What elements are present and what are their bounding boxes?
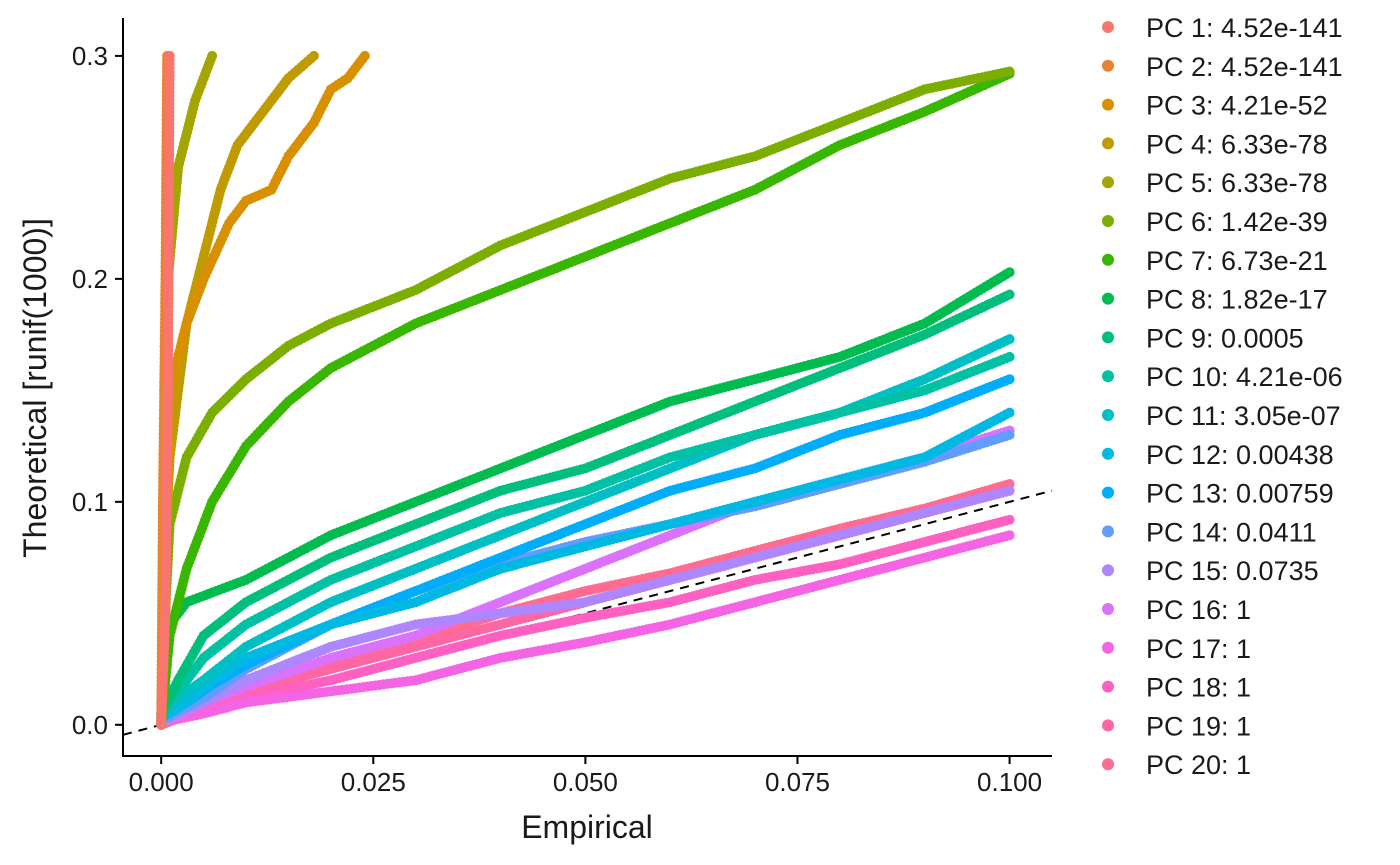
legend-label: PC 12: 0.00438 [1146,440,1334,470]
legend-key [1102,253,1114,266]
legend-label: PC 13: 0.00759 [1146,479,1334,509]
legend-label: PC 7: 6.73e-21 [1146,246,1328,276]
legend-key [1102,525,1114,538]
legend-item: PC 8: 1.82e-17 [1102,285,1328,315]
legend-label: PC 5: 6.33e-78 [1146,168,1328,198]
legend-label: PC 1: 4.52e-141 [1146,13,1343,43]
x-tick-label: 0.000 [129,767,194,797]
data-point [359,50,370,61]
legend-key [1102,21,1114,33]
data-point [1004,267,1015,278]
legend-label: PC 16: 1 [1146,595,1251,625]
legend-key [1102,215,1114,227]
legend-key [1102,564,1114,577]
legend-item: PC 20: 1 [1102,750,1251,780]
x-tick-label: 0.075 [765,767,830,797]
data-point [207,50,218,61]
y-axis-title: Theoretical [runif(1000)] [17,218,53,558]
legend-item: PC 14: 0.0411 [1102,517,1317,547]
legend-label: PC 9: 0.0005 [1146,323,1304,353]
legend-label: PC 17: 1 [1146,634,1251,664]
legend-item: PC 2: 4.52e-141 [1102,52,1343,82]
y-tick-label: 0.0 [72,710,108,740]
series-points [156,351,1015,719]
legend-item: PC 17: 1 [1102,634,1251,664]
data-point [1004,351,1015,362]
legend-label: PC 15: 0.0735 [1146,556,1319,586]
legend-label: PC 4: 6.33e-78 [1146,129,1328,159]
legend-label: PC 14: 0.0411 [1146,517,1317,547]
y-tick-label: 0.3 [72,41,108,71]
data-point [164,50,175,61]
legend-key [1102,370,1114,383]
legend-item: PC 18: 1 [1102,673,1251,703]
legend-key [1102,486,1114,499]
x-axis-title: Empirical [521,809,653,845]
legend-item: PC 11: 3.05e-07 [1102,401,1341,431]
legend-key [1102,292,1114,305]
legend-item: PC 1: 4.52e-141 [1102,13,1343,43]
legend-item: PC 4: 6.33e-78 [1102,129,1328,159]
legend-item: PC 7: 6.73e-21 [1102,246,1328,276]
data-point [1004,334,1015,345]
data-point [308,50,319,61]
legend-key [1102,719,1114,732]
legend-item: PC 15: 0.0735 [1102,556,1319,586]
data-points [156,50,1015,730]
legend-label: PC 10: 4.21e-06 [1146,362,1343,392]
data-point [1004,66,1015,77]
legend-item: PC 6: 1.42e-39 [1102,207,1328,237]
legend-item: PC 9: 0.0005 [1102,323,1304,353]
legend-key [1102,98,1114,111]
legend-label: PC 20: 1 [1146,750,1251,780]
x-tick-label: 0.100 [977,767,1042,797]
series-points [156,514,1015,728]
legend-key [1102,447,1114,460]
legend-item: PC 12: 0.00438 [1102,440,1334,470]
data-point [1004,289,1015,300]
legend-key [1102,176,1114,189]
x-tick-label: 0.025 [341,767,406,797]
series-points [156,407,1015,724]
legend-item: PC 19: 1 [1102,711,1251,741]
legend-key [1102,59,1114,72]
series-points [156,50,175,730]
legend-key [1102,409,1114,421]
data-point [1004,429,1015,440]
x-tick-label: 0.050 [553,767,618,797]
legend-key [1102,641,1114,654]
series-points [156,530,1015,728]
legend-label: PC 19: 1 [1146,711,1251,741]
legend-label: PC 6: 1.42e-39 [1146,207,1328,237]
legend-key [1102,137,1114,150]
legend-item: PC 3: 4.21e-52 [1102,91,1328,121]
legend-label: PC 8: 1.82e-17 [1146,285,1328,315]
legend-item: PC 16: 1 [1102,595,1251,625]
data-point [1004,485,1015,496]
legend-label: PC 11: 3.05e-07 [1146,401,1341,431]
legend-item: PC 10: 4.21e-06 [1102,362,1343,392]
legend-key [1102,680,1114,693]
series-points [156,50,370,730]
legend-label: PC 2: 4.52e-141 [1146,52,1343,82]
x-axis-ticks: 0.000 0.025 0.050 0.075 0.100 [129,756,1042,797]
legend-key [1102,331,1114,344]
legend-item: PC 5: 6.33e-78 [1102,168,1328,198]
legend: PC 1: 4.52e-141 PC 2: 4.52e-141 PC 3: 4.21… [1102,13,1343,780]
legend-label: PC 3: 4.21e-52 [1146,91,1328,121]
legend-item: PC 13: 0.00759 [1102,479,1334,509]
data-point [1004,530,1015,541]
data-point [1004,514,1015,525]
legend-label: PC 18: 1 [1146,673,1251,703]
data-point [1004,407,1015,418]
y-tick-label: 0.2 [72,264,108,294]
legend-key [1102,603,1114,615]
data-point [1004,374,1015,385]
legend-key [1102,758,1114,771]
y-axis-ticks: 0.0 0.1 0.2 0.3 [72,41,123,740]
y-tick-label: 0.1 [72,487,108,517]
series-points [156,485,1015,728]
